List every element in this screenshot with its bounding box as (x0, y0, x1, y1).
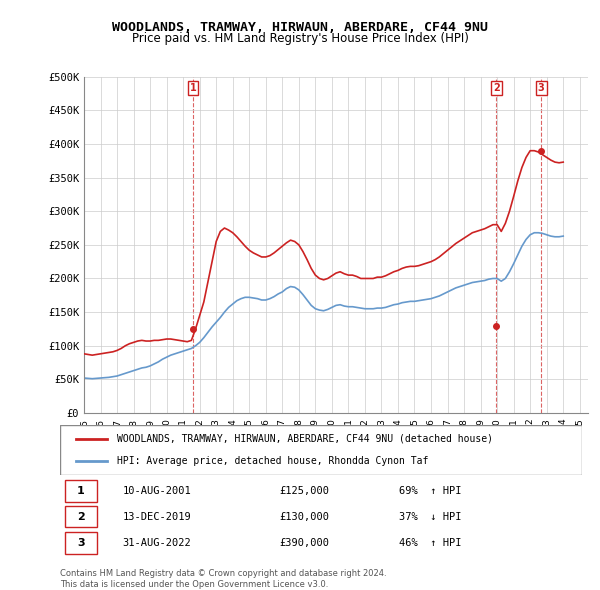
Text: 3: 3 (538, 83, 545, 93)
Text: 2: 2 (77, 512, 85, 522)
Text: Price paid vs. HM Land Registry's House Price Index (HPI): Price paid vs. HM Land Registry's House … (131, 32, 469, 45)
Text: WOODLANDS, TRAMWAY, HIRWAUN, ABERDARE, CF44 9NU: WOODLANDS, TRAMWAY, HIRWAUN, ABERDARE, C… (112, 21, 488, 34)
FancyBboxPatch shape (60, 425, 582, 475)
Text: Contains HM Land Registry data © Crown copyright and database right 2024.
This d: Contains HM Land Registry data © Crown c… (60, 569, 386, 589)
Text: HPI: Average price, detached house, Rhondda Cynon Taf: HPI: Average price, detached house, Rhon… (118, 456, 429, 466)
Text: 1: 1 (77, 486, 85, 496)
Text: £390,000: £390,000 (279, 538, 329, 548)
Text: 1: 1 (190, 83, 196, 93)
Text: 2: 2 (493, 83, 500, 93)
Text: 13-DEC-2019: 13-DEC-2019 (122, 512, 191, 522)
Text: 3: 3 (77, 538, 85, 548)
FancyBboxPatch shape (65, 532, 97, 553)
Text: 69%  ↑ HPI: 69% ↑ HPI (400, 486, 462, 496)
Text: 37%  ↓ HPI: 37% ↓ HPI (400, 512, 462, 522)
Text: 31-AUG-2022: 31-AUG-2022 (122, 538, 191, 548)
Text: WOODLANDS, TRAMWAY, HIRWAUN, ABERDARE, CF44 9NU (detached house): WOODLANDS, TRAMWAY, HIRWAUN, ABERDARE, C… (118, 434, 493, 444)
Text: 10-AUG-2001: 10-AUG-2001 (122, 486, 191, 496)
FancyBboxPatch shape (65, 506, 97, 527)
Text: 46%  ↑ HPI: 46% ↑ HPI (400, 538, 462, 548)
Text: £125,000: £125,000 (279, 486, 329, 496)
Text: £130,000: £130,000 (279, 512, 329, 522)
FancyBboxPatch shape (65, 480, 97, 502)
